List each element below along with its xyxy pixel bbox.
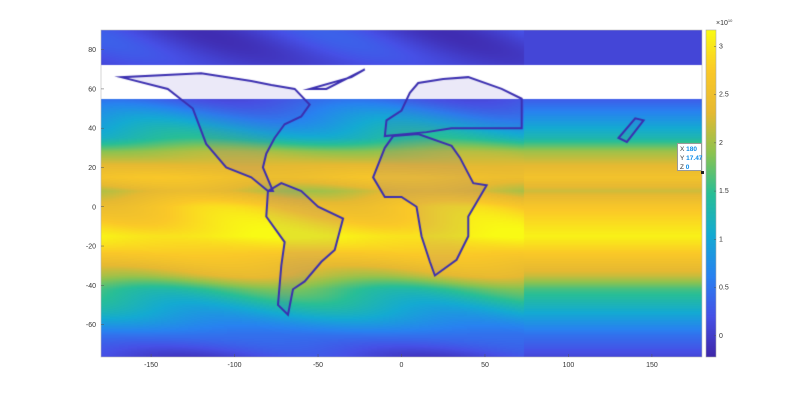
x-tick-label: 0 xyxy=(400,362,404,369)
y-axis: 80 60 40 20 0 -20 -40 -60 xyxy=(86,47,104,329)
x-tick-label: 50 xyxy=(481,362,489,369)
colorbar-tick-label: 0 xyxy=(719,333,723,340)
y-tick-label: 60 xyxy=(88,86,96,93)
datatip[interactable]: X 180 Y 17.47 Z 0 xyxy=(677,143,702,171)
colorbar-ticks: 0 0.5 1 1.5 2 2.5 3 xyxy=(714,43,729,340)
datatip-x: X 180 xyxy=(680,146,698,153)
y-tick-label: -20 xyxy=(86,244,96,251)
datatip-y: Y 17.47 xyxy=(680,155,703,162)
x-tick-label: 150 xyxy=(646,362,658,369)
datatip-z: Z 0 xyxy=(680,164,690,171)
colorbar-tick-label: 3 xyxy=(719,43,723,50)
y-tick-label: -60 xyxy=(86,322,96,329)
colorbar-tick-label: 2.5 xyxy=(719,92,729,99)
colorbar-box xyxy=(705,29,717,358)
colorbar-tick-label: 1.5 xyxy=(719,188,729,195)
heatmap-image[interactable] xyxy=(101,30,702,357)
y-tick-label: 40 xyxy=(88,126,96,133)
y-tick-label: 80 xyxy=(88,47,96,54)
colorbar[interactable] xyxy=(706,30,716,357)
colorbar-tick-label: 2 xyxy=(719,140,723,147)
x-tick-label: -150 xyxy=(144,362,158,369)
colorbar-exponent: ×1010 xyxy=(716,18,733,27)
datatip-marker[interactable] xyxy=(701,171,704,174)
x-tick-label: -100 xyxy=(228,362,242,369)
y-tick-label: 20 xyxy=(88,165,96,172)
x-tick-label: 100 xyxy=(563,362,575,369)
x-axis: -150 -100 -50 0 50 100 150 xyxy=(144,354,658,369)
x-tick-label: -50 xyxy=(313,362,323,369)
y-tick-label: -40 xyxy=(86,283,96,290)
colorbar-tick-label: 1 xyxy=(719,236,723,243)
colorbar-tick-label: 0.5 xyxy=(719,285,729,292)
y-tick-label: 0 xyxy=(92,204,96,211)
